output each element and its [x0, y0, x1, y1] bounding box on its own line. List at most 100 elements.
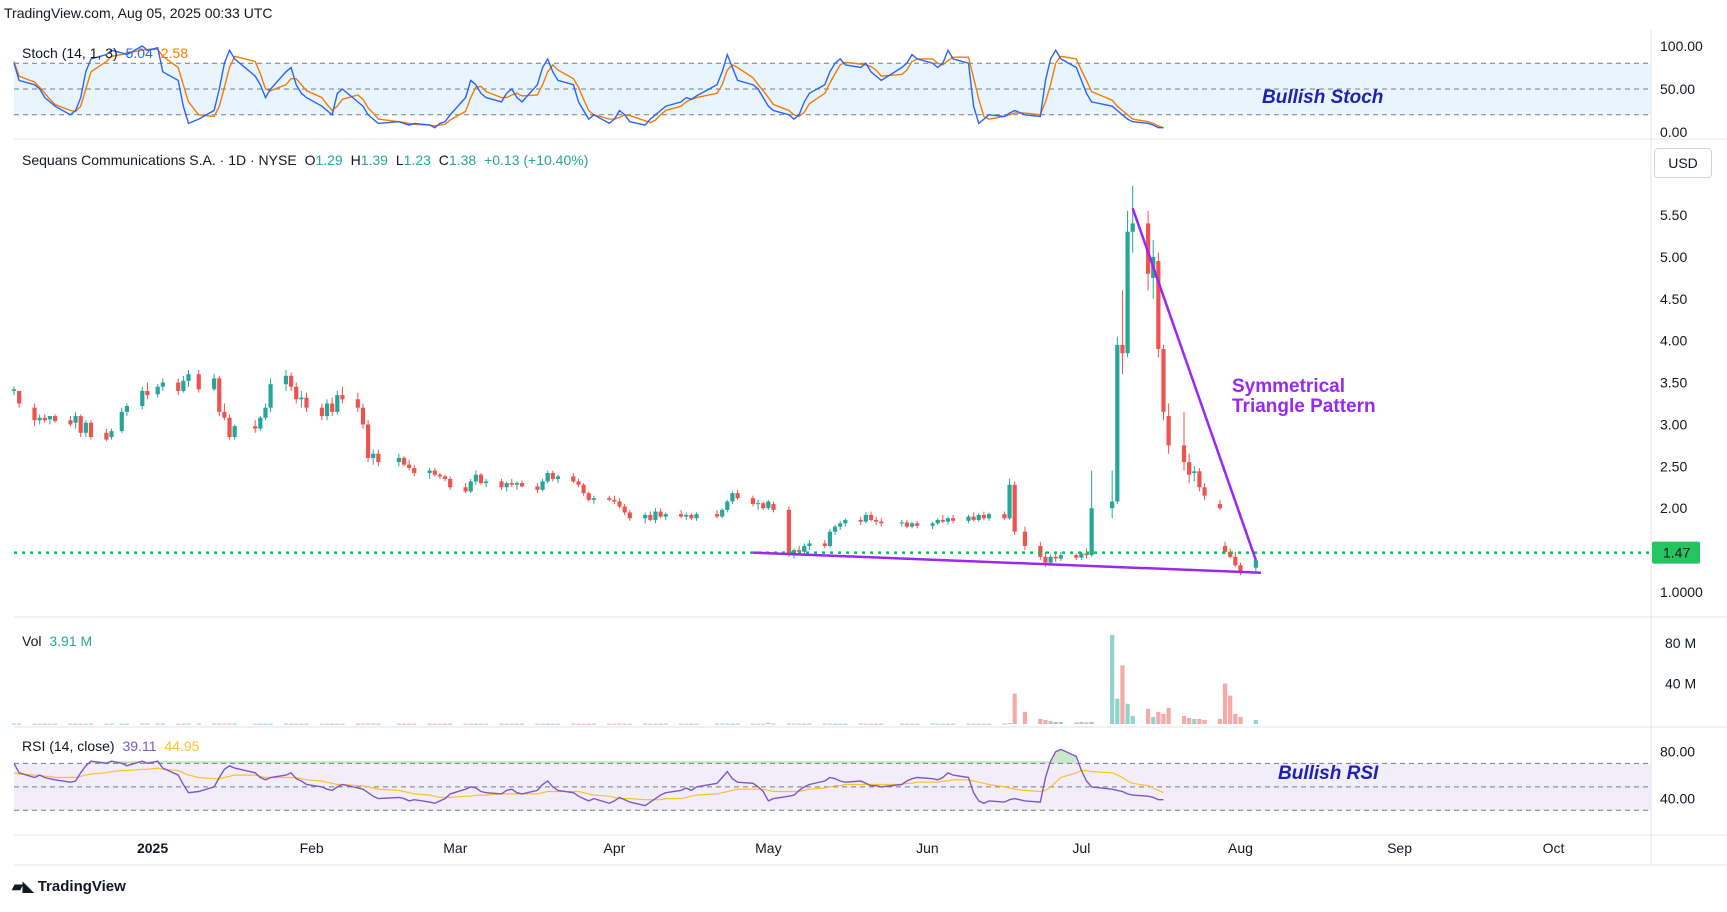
candle-body [119, 411, 124, 432]
currency-button[interactable]: USD [1654, 148, 1712, 178]
candle-body [714, 514, 720, 517]
volume-bar [355, 723, 360, 725]
candle-body [653, 511, 658, 520]
stoch-pane: Bullish Stoch [13, 45, 1651, 129]
volume-bar [360, 723, 366, 725]
volume-bar [47, 723, 53, 725]
volume-bar [217, 723, 222, 725]
volume-bar [330, 723, 335, 725]
price-tick-label: 3.50 [1660, 375, 1687, 391]
candle-body [1115, 344, 1120, 502]
candle-body [499, 481, 504, 488]
price-tick-label: 4.00 [1660, 333, 1687, 349]
candle-body [607, 498, 612, 500]
candle-body [1079, 553, 1084, 558]
volume-bar [863, 723, 868, 725]
candle-body [1058, 555, 1063, 559]
candle-body [160, 382, 165, 387]
candle-body [1125, 231, 1130, 354]
volume-bar [591, 723, 596, 725]
candle-body [427, 470, 432, 474]
volume-bar [786, 723, 791, 725]
candle-body [504, 483, 509, 488]
volume-bar [950, 723, 956, 725]
volume-bar [37, 723, 42, 725]
candle-body [879, 521, 884, 524]
candle-body [966, 516, 971, 521]
price-tick-label: 2.00 [1660, 500, 1687, 516]
candle-body [761, 503, 766, 509]
candle-body [935, 519, 940, 524]
candle-body [807, 543, 812, 546]
candle-body [981, 514, 986, 519]
volume-bar [714, 723, 720, 725]
last-price-label: 1.47 [1663, 545, 1690, 561]
volume-bar [181, 723, 186, 725]
candle-body [463, 487, 468, 492]
candle-body [1038, 545, 1043, 557]
volume-bar [463, 723, 468, 725]
volume-bar [571, 723, 576, 725]
candle-body [365, 424, 371, 458]
candle-body [1253, 560, 1258, 568]
candle-body [335, 395, 340, 412]
candle-body [976, 514, 981, 520]
volume-bar [442, 723, 448, 725]
rsi-annotation: Bullish RSI [1278, 763, 1379, 784]
volume-bar [1233, 713, 1238, 724]
volume-bar [109, 723, 114, 725]
volume-bar [304, 723, 309, 725]
candle-body [971, 516, 976, 520]
stoch-d-value: 2.58 [160, 45, 188, 61]
volume-bar [258, 723, 263, 725]
candle-body [535, 486, 540, 490]
candle-body [755, 503, 761, 505]
stoch-k-value: 5.04 [125, 45, 153, 61]
candle-body [1074, 555, 1079, 558]
volume-bar [104, 723, 109, 725]
tradingview-logo[interactable]: ▰◣ TradingView [12, 878, 126, 895]
volume-bar [1089, 721, 1094, 724]
rsi-line [13, 748, 1164, 807]
candle-body [858, 519, 863, 522]
candle-body [509, 483, 514, 485]
candle-body [176, 382, 181, 391]
stoch-tick-label: 0.00 [1660, 124, 1687, 140]
last-price-badge [1652, 541, 1700, 564]
candle-body [904, 522, 910, 527]
change-value: +0.13 (+10.40%) [484, 152, 589, 168]
volume-bar [11, 723, 17, 725]
candle-body [1238, 565, 1243, 572]
candle-body [258, 417, 263, 429]
candle-body [299, 397, 304, 400]
candle-body [396, 457, 401, 463]
volume-bar [514, 723, 520, 725]
volume-bar [827, 723, 833, 725]
stoch-d-line [13, 48, 1164, 129]
volume-bar [1181, 715, 1187, 724]
rsi-tick-label: 40.00 [1660, 791, 1695, 807]
volume-bar [607, 723, 612, 725]
rsi-tick-label: 80.00 [1660, 744, 1695, 760]
volume-bar [268, 723, 273, 725]
volume-bar [986, 723, 992, 725]
candle-body [874, 519, 879, 522]
candle-body [294, 386, 299, 400]
volume-bar [766, 722, 771, 724]
candle-body [1012, 484, 1017, 532]
candle-body [514, 483, 520, 485]
candle-body [11, 389, 17, 391]
volume-bar [437, 723, 443, 725]
volume-bar [858, 723, 863, 725]
volume-bar [1253, 720, 1258, 724]
volume-bar [725, 723, 730, 725]
volume-bar [1002, 723, 1007, 725]
open-value: 1.29 [315, 152, 343, 168]
volume-bar [550, 723, 555, 725]
volume-bar [940, 723, 945, 725]
volume-bar [822, 723, 827, 725]
candle-body [843, 519, 848, 524]
volume-bar [412, 723, 417, 725]
